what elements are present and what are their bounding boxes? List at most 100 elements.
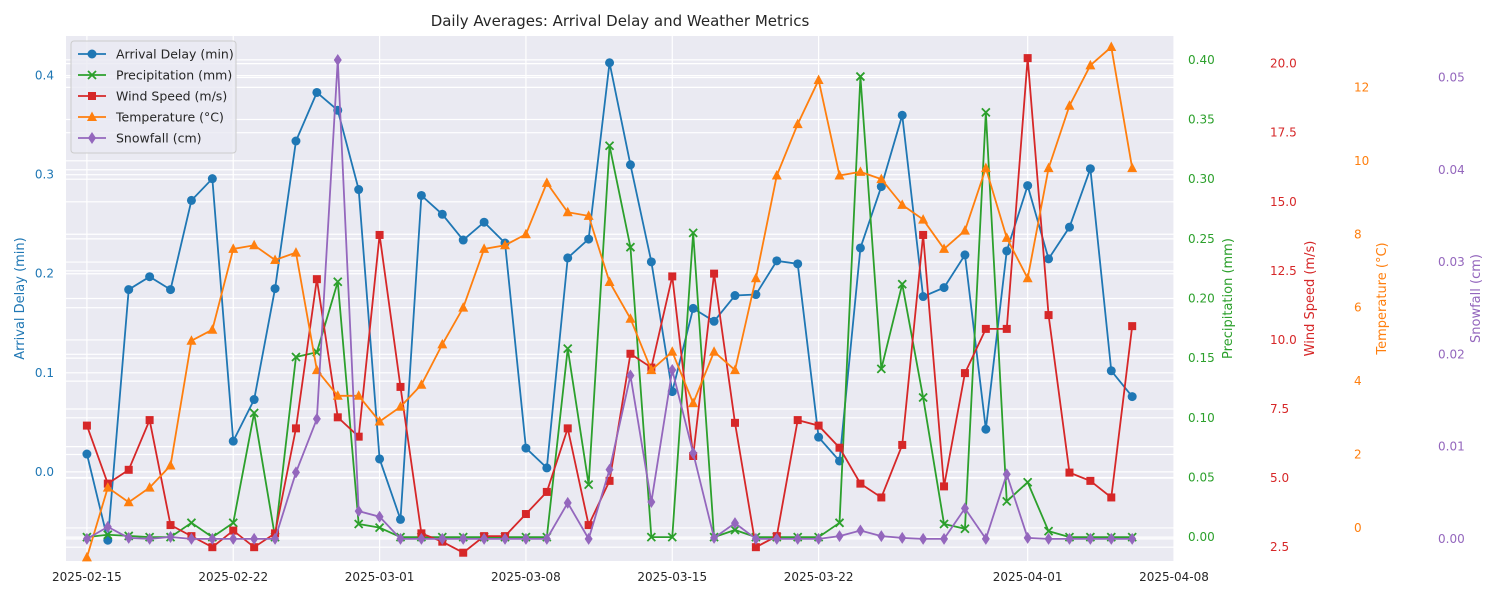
y-tick-label: 2.5	[1270, 540, 1289, 554]
y-tick-label: 0	[1354, 521, 1362, 535]
data-point	[981, 532, 990, 545]
data-point	[625, 313, 636, 323]
data-point	[395, 401, 406, 411]
data-point	[730, 418, 739, 427]
data-point	[520, 228, 531, 239]
data-point	[563, 343, 573, 354]
data-point	[563, 496, 572, 509]
y-tick-label: 0.1	[35, 366, 54, 380]
data-point	[668, 364, 677, 377]
data-point	[689, 447, 698, 460]
y-tick-label: 0.02	[1438, 347, 1465, 361]
data-point	[1044, 311, 1053, 320]
y-tick-label: 0.05	[1188, 470, 1215, 484]
data-point	[1064, 100, 1075, 110]
data-point	[437, 338, 448, 349]
data-point	[1023, 477, 1033, 487]
data-point	[88, 132, 96, 144]
data-point	[291, 136, 301, 146]
data-point	[1127, 162, 1138, 173]
series-0	[82, 58, 1137, 545]
data-point	[521, 532, 530, 545]
y-tick-label: 0.3	[35, 168, 54, 182]
data-point	[877, 530, 886, 543]
y-tick-label: 5.0	[1270, 471, 1289, 485]
data-point	[521, 510, 530, 519]
data-point	[939, 243, 950, 253]
data-point	[855, 243, 865, 253]
data-point	[562, 206, 573, 217]
x-tick-label: 2025-03-22	[784, 570, 854, 584]
data-point	[1106, 41, 1117, 52]
y-tick-label: 12.5	[1270, 264, 1297, 278]
data-point	[1065, 532, 1074, 545]
legend-box	[70, 40, 237, 154]
chart-title: Daily Averages: Arrival Delay and Weathe…	[431, 12, 810, 30]
x-axis: 2025-02-15 2025-02-22 2025-03-01 2025-03-08…	[52, 570, 1209, 584]
y-tick-label: 7.5	[1270, 402, 1289, 416]
data-point	[228, 518, 238, 528]
data-point	[959, 225, 970, 235]
x-tick-label: 2025-03-15	[637, 570, 707, 584]
data-point	[208, 532, 217, 545]
data-point	[1002, 246, 1012, 256]
data-point	[625, 242, 636, 252]
data-point	[814, 532, 823, 545]
data-point	[646, 532, 656, 542]
data-point	[312, 275, 321, 284]
data-point	[145, 416, 154, 425]
data-point	[87, 49, 97, 59]
data-point	[626, 369, 635, 382]
data-point	[814, 432, 824, 442]
data-point	[1043, 162, 1054, 173]
data-point	[834, 170, 845, 180]
data-point	[1023, 531, 1032, 544]
data-point	[479, 217, 489, 227]
x-tick-label: 2025-04-01	[993, 570, 1063, 584]
data-point	[124, 531, 133, 544]
data-point	[668, 272, 677, 281]
data-point	[710, 531, 719, 544]
data-point	[918, 292, 928, 302]
data-point	[940, 532, 949, 545]
data-point	[145, 532, 154, 545]
data-point	[542, 463, 552, 473]
data-point	[166, 285, 176, 295]
data-point	[625, 160, 635, 170]
data-point	[960, 502, 969, 515]
data-point	[312, 87, 322, 97]
data-point	[249, 408, 259, 418]
data-point	[81, 551, 92, 562]
data-point	[228, 243, 239, 253]
y-tick-label: 15.0	[1270, 195, 1297, 209]
data-point	[793, 259, 803, 269]
data-point	[730, 291, 740, 301]
data-point	[751, 532, 760, 545]
data-point	[250, 543, 259, 552]
legend-label: Wind Speed (m/s)	[116, 89, 227, 104]
data-point	[291, 424, 300, 433]
series-2	[82, 54, 1137, 557]
x-tick-label: 2025-03-08	[491, 570, 561, 584]
data-point	[834, 518, 845, 528]
x-tick-label: 2025-03-01	[345, 570, 415, 584]
data-point	[1065, 468, 1074, 477]
y-tick-label: 0.20	[1188, 292, 1215, 306]
data-point	[856, 479, 865, 488]
data-point	[583, 210, 594, 220]
data-point	[1002, 468, 1011, 481]
y-tick-label: 0.2	[35, 267, 54, 281]
data-point	[792, 118, 803, 129]
y-tick-label: 0.03	[1438, 255, 1465, 269]
data-point	[291, 466, 300, 479]
data-point	[876, 364, 886, 374]
data-point	[87, 111, 97, 121]
data-point	[438, 532, 447, 545]
data-point	[1044, 254, 1054, 264]
data-point	[897, 199, 908, 209]
y-tick-label: 0.15	[1188, 351, 1215, 365]
data-point	[709, 346, 720, 356]
data-point	[1001, 232, 1012, 242]
data-point	[604, 276, 615, 286]
